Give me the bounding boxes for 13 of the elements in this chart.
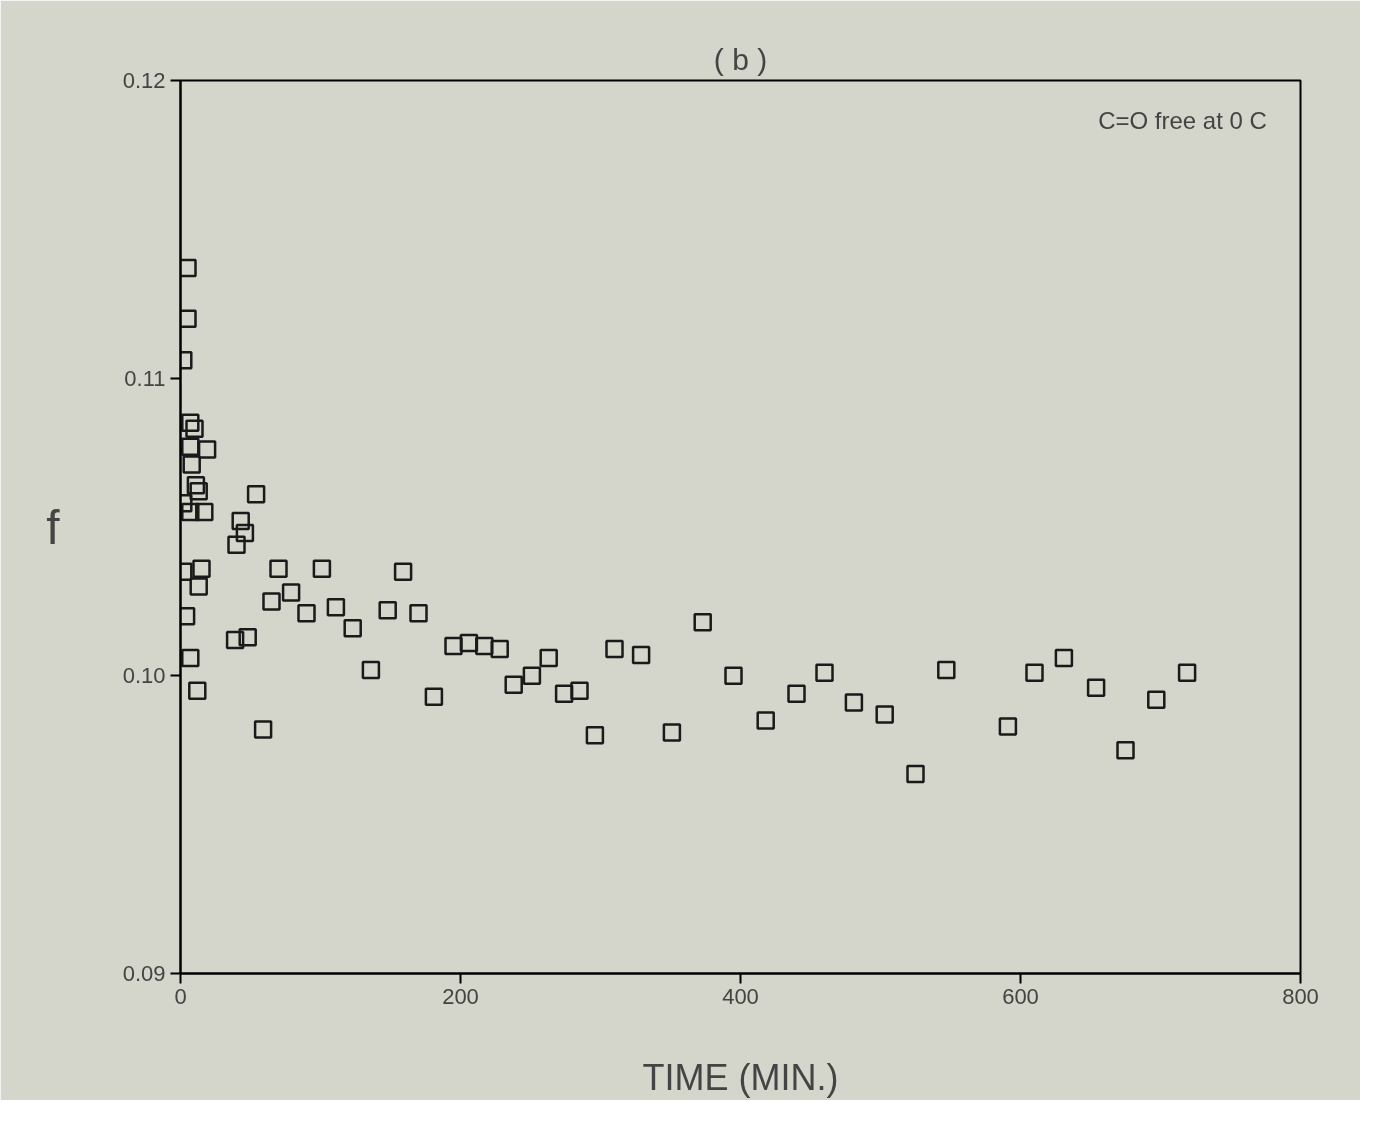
x-tick-label: 0 (174, 983, 187, 1009)
y-tick-label: 0.12 (122, 68, 166, 93)
y-tick-label: 0.09 (122, 961, 166, 986)
x-tick-label: 200 (442, 983, 479, 1009)
x-tick-label: 800 (1282, 983, 1319, 1009)
y-tick-label: 0.11 (124, 365, 166, 391)
y-tick-label: 0.10 (122, 663, 166, 689)
annotation: C=O free at 0 C (1098, 107, 1267, 135)
chart-title: ( b ) (713, 42, 768, 76)
x-tick-label: 600 (1002, 983, 1039, 1009)
x-tick-label: 400 (722, 983, 759, 1009)
y-axis-title: f (46, 500, 61, 554)
x-axis-title: TIME (MIN.) (642, 1056, 839, 1098)
